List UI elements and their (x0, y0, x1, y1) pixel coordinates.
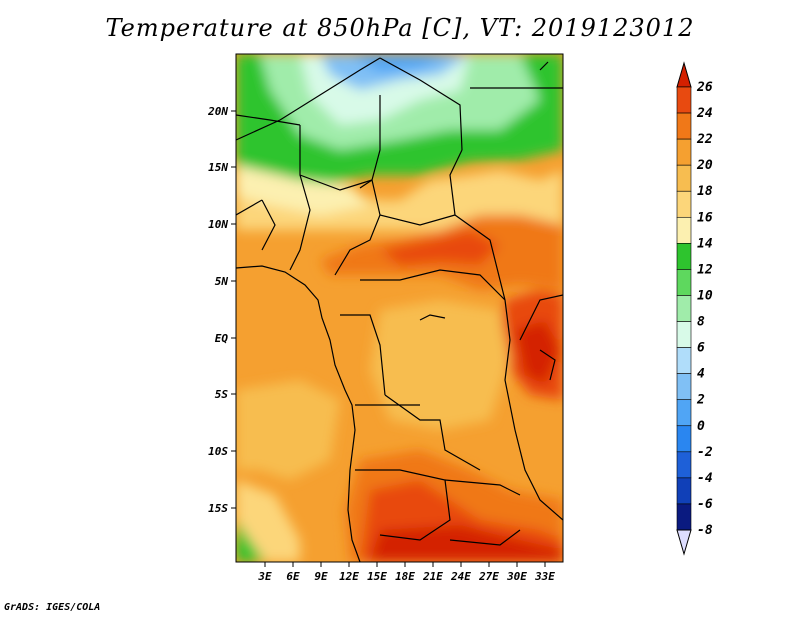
colorbar-band (676, 216, 692, 244)
colorbar-band (676, 451, 692, 479)
lat-label: 15S (208, 502, 228, 515)
grads-credit: GrADS: IGES/COLA (4, 602, 101, 613)
colorbar-label: 14 (697, 236, 713, 251)
lat-axis: 20N 15N 10N 5N EQ 5S 10S 15S (207, 105, 236, 515)
colorbar-label: 0 (697, 419, 705, 434)
lon-label: 9E (314, 570, 328, 583)
colorbar-label: 4 (697, 367, 705, 382)
colorbar-label: 2 (696, 393, 705, 408)
colorbar-label: -6 (697, 497, 713, 512)
lon-label: 6E (286, 570, 300, 583)
colorbar-label: 12 (697, 262, 713, 277)
colorbar-label: 26 (696, 80, 713, 95)
colorbar-label: 10 (697, 288, 713, 303)
colorbar-band (676, 347, 692, 374)
lon-label: 24E (450, 570, 471, 583)
lat-label: EQ (215, 332, 229, 345)
colorbar-label: 18 (697, 184, 713, 199)
colorbar-band (676, 269, 692, 296)
colorbar-band (676, 425, 692, 453)
colorbar-band (676, 503, 692, 531)
lon-label: 12E (339, 570, 359, 583)
colorbar-band (676, 399, 692, 427)
colorbar-label: 20 (696, 158, 713, 173)
lon-label: 30E (506, 570, 527, 583)
colorbar-band (676, 321, 692, 348)
chart-title: Temperature at 850hPa [C], VT: 201912301… (105, 14, 695, 42)
colorbar-label: 8 (697, 315, 705, 330)
lat-label: 10N (208, 218, 228, 231)
lon-label: 18E (395, 570, 415, 583)
colorbar-band (676, 86, 692, 114)
lat-label: 5N (215, 275, 229, 288)
lon-label: 27E (478, 570, 499, 583)
lon-label: 21E (422, 570, 443, 583)
colorbar-label: 24 (696, 106, 713, 121)
colorbar-band (676, 243, 692, 270)
map-frame (235, 53, 564, 563)
lon-label: 15E (367, 570, 387, 583)
colorbar-band (676, 164, 692, 192)
colorbar-top-arrow (676, 61, 692, 88)
lon-label: 33E (534, 570, 555, 583)
colorbar-label: -4 (697, 471, 713, 486)
colorbar-band (676, 112, 692, 140)
colorbar-band (676, 295, 692, 322)
lat-label: 5S (215, 388, 229, 401)
temperature-field (236, 54, 563, 562)
colorbar-label: 16 (697, 210, 713, 225)
colorbar-band (676, 190, 692, 218)
country-borders (236, 57, 563, 562)
colorbar-label: 22 (696, 132, 713, 147)
colorbar-label: 6 (697, 341, 705, 356)
colorbar-band (676, 373, 692, 401)
lon-axis: 3E 6E 9E 12E 15E 18E 21E 24E 27E 30E 33E (257, 562, 555, 583)
lat-label: 20N (207, 105, 228, 118)
colorbar-band (676, 477, 692, 505)
lat-label: 10S (208, 445, 228, 458)
colorbar-label: -2 (697, 445, 713, 460)
lon-label: 3E (257, 570, 272, 583)
lat-label: 15N (208, 161, 228, 174)
colorbar-label: -8 (697, 523, 713, 538)
colorbar-band (676, 138, 692, 166)
colorbar-bottom-arrow (676, 529, 692, 556)
